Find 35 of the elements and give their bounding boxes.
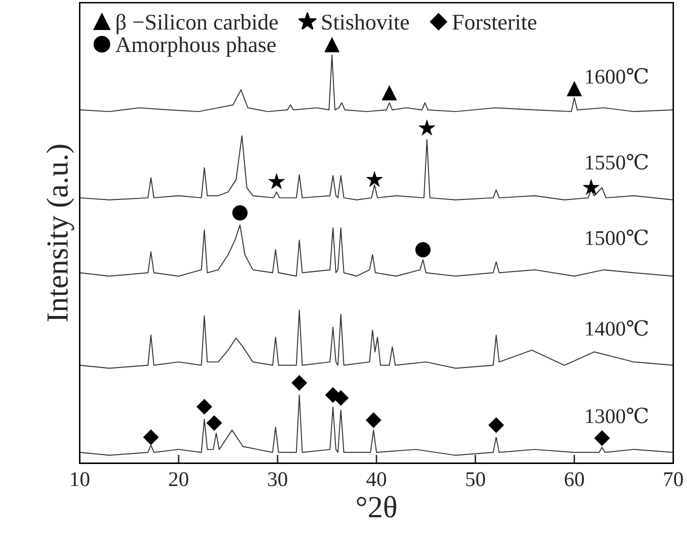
legend-label: Amorphous phase bbox=[115, 36, 276, 57]
legend-label: Stishovite bbox=[322, 14, 409, 30]
legend-label: Forsterite bbox=[452, 14, 536, 30]
point bbox=[291, 375, 308, 391]
point bbox=[566, 80, 582, 96]
point bbox=[232, 205, 248, 221]
annotation: 1300℃ bbox=[586, 408, 648, 424]
point bbox=[333, 390, 349, 406]
x-tick-label: 20 bbox=[169, 472, 188, 486]
point bbox=[324, 36, 340, 52]
point bbox=[206, 415, 222, 431]
point bbox=[143, 429, 159, 446]
point bbox=[418, 119, 436, 136]
point bbox=[594, 430, 610, 446]
point bbox=[382, 85, 397, 100]
x-tick-label: 50 bbox=[466, 472, 486, 486]
point bbox=[196, 398, 212, 415]
x-axis-title: °2θ bbox=[356, 496, 396, 518]
annotation: 1400℃ bbox=[586, 320, 648, 336]
x-tick-label: 60 bbox=[564, 472, 584, 486]
point bbox=[268, 172, 286, 190]
point bbox=[366, 412, 382, 428]
y-axis-title: Intensity (a.u.) bbox=[46, 144, 74, 322]
annotation: 1600℃ bbox=[586, 68, 648, 84]
x-tick-label: 40 bbox=[366, 472, 386, 486]
point bbox=[415, 242, 431, 258]
legend-label: β −Silicon carbide bbox=[116, 14, 278, 34]
annotation: 1500℃ bbox=[586, 229, 648, 246]
point bbox=[366, 170, 384, 188]
point bbox=[488, 417, 504, 434]
point bbox=[582, 178, 600, 196]
x-tick-label: 70 bbox=[664, 472, 683, 486]
x-tick-label: 10 bbox=[71, 472, 90, 486]
x-tick-label: 30 bbox=[268, 472, 288, 486]
annotation: 1550℃ bbox=[586, 154, 648, 170]
